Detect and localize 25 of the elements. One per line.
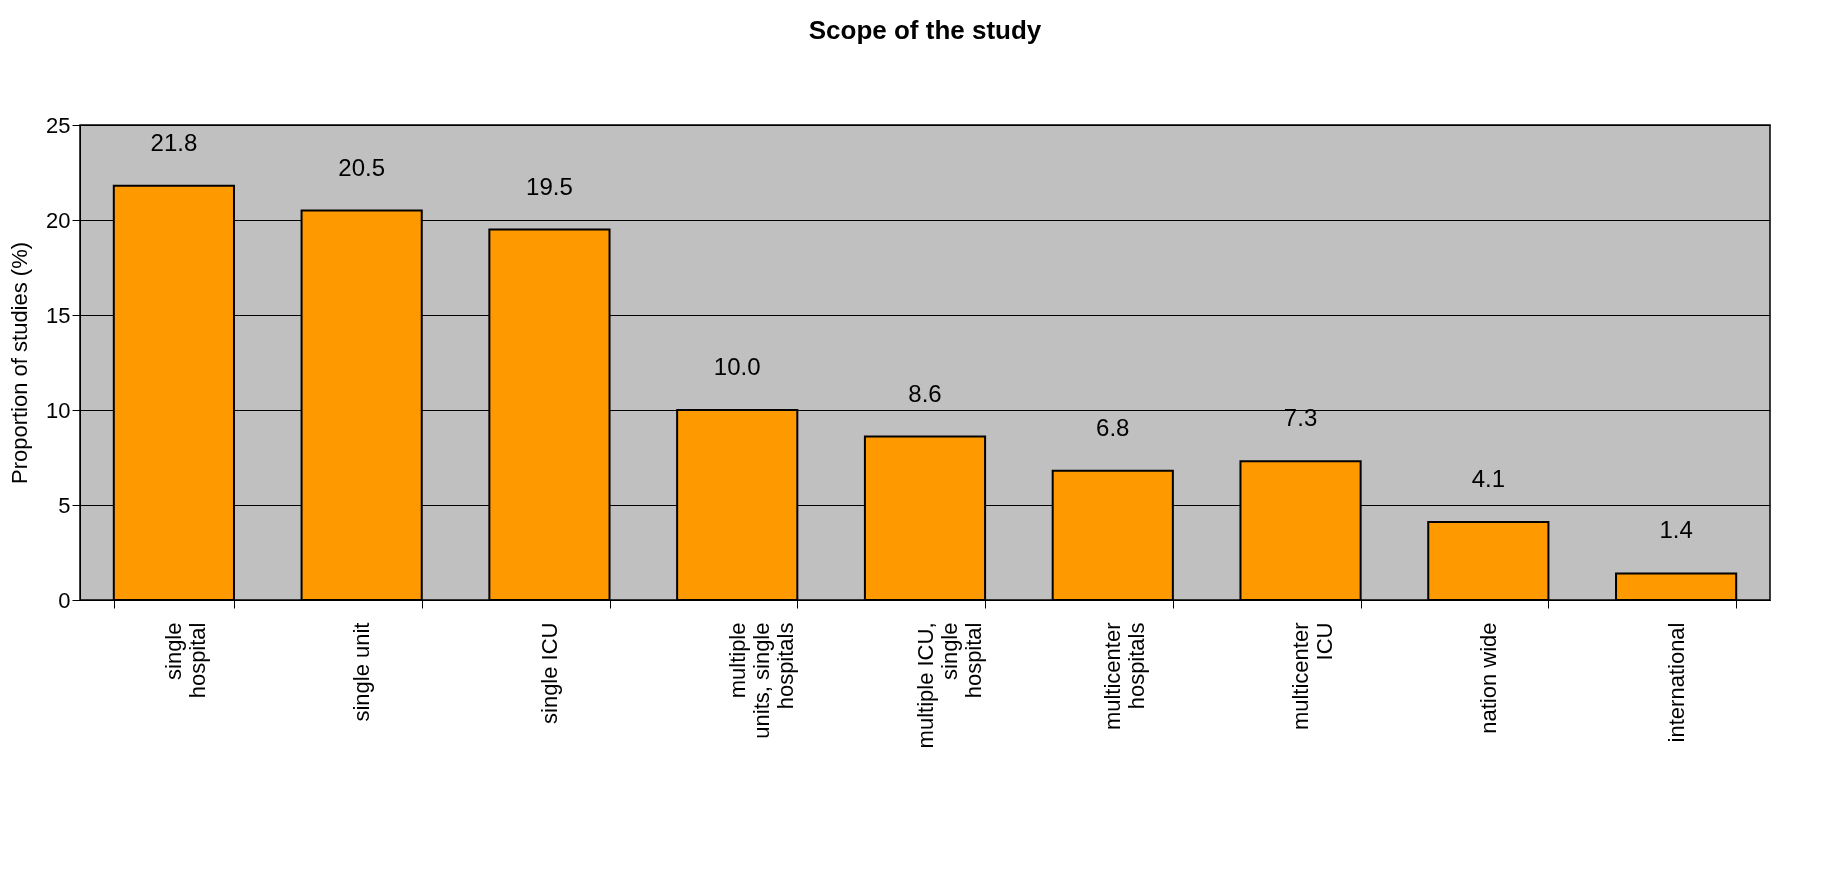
x-tick-label: multiple ICU, single hospital	[912, 622, 986, 749]
y-tick-label: 0	[58, 587, 71, 613]
data-label: 6.8	[1096, 413, 1130, 441]
data-label: 19.5	[526, 172, 573, 200]
x-tick-label: single unit	[349, 622, 375, 722]
y-tick-label: 25	[46, 112, 71, 138]
y-tick-label: 15	[46, 302, 71, 328]
x-tick-label: multiple units, single hospitals	[724, 622, 798, 739]
y-tick-label: 5	[58, 492, 71, 518]
x-tick-label: multicenter ICU	[1288, 622, 1338, 731]
x-tick-label: multicenter hospitals	[1100, 622, 1150, 731]
data-label: 21.8	[150, 128, 198, 156]
data-label: 4.1	[1471, 465, 1506, 493]
y-tick-label: 10	[46, 397, 71, 423]
x-tick-label: single ICU	[536, 622, 562, 724]
data-label: 10.0	[713, 353, 761, 380]
data-label: 1.4	[1659, 516, 1693, 544]
y-tick-label: 20	[46, 207, 71, 233]
x-tick-label: single hospital	[161, 622, 211, 699]
data-label: 20.5	[338, 153, 386, 181]
x-tick-label: nation wide	[1475, 622, 1501, 734]
y-axis-title: Proportion of studies (%)	[7, 241, 33, 485]
chart-title: Scope of the study	[808, 15, 1042, 45]
data-label: 8.6	[908, 379, 942, 407]
x-tick-label: international	[1663, 622, 1689, 743]
